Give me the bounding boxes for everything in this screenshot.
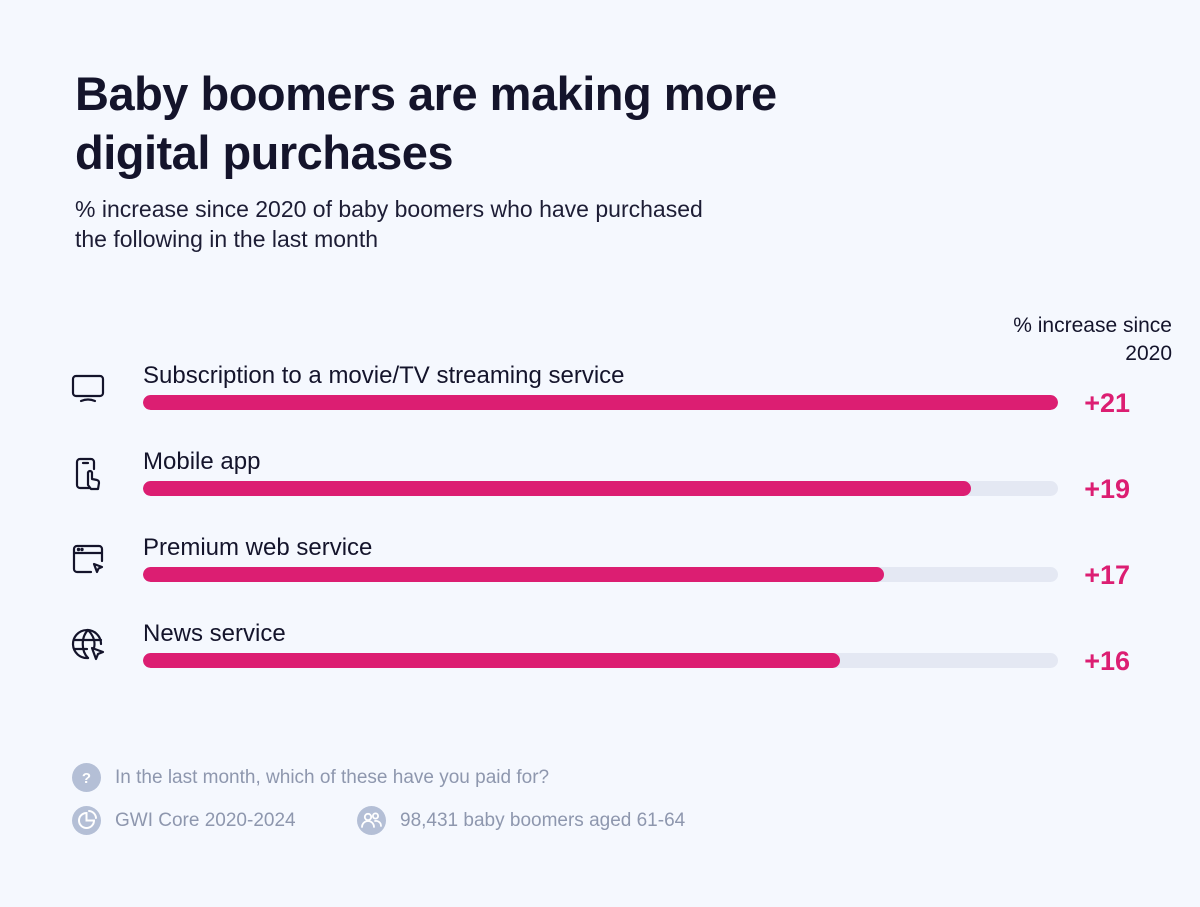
bar-fill [143,653,841,668]
globe-cursor-icon [70,627,106,663]
bar-fill [143,567,884,582]
bar-fill [143,481,971,496]
bar-row-streaming: Subscription to a movie/TV streaming ser… [0,362,1200,432]
bar-row-premium-web: Premium web service +17 [0,534,1200,604]
people-icon [357,806,386,835]
bar-value-label: +21 [1084,388,1130,418]
bar-track [143,653,1058,668]
footer-question-text: In the last month, which of these have y… [115,767,550,788]
mobile-touch-icon [70,455,106,491]
bar-value-label: +17 [1084,560,1130,590]
question-icon: ? [72,763,101,792]
bar-label: Subscription to a movie/TV streaming ser… [143,362,625,389]
chart-subtitle: % increase since 2020 of baby boomers wh… [75,196,703,252]
value-column-header: % increase since 2020 [1013,314,1172,365]
browser-cursor-icon [70,541,106,577]
bar-fill [143,395,1058,410]
bar-label: Premium web service [143,534,373,561]
bar-row-news: News service +16 [0,620,1200,690]
bar-value-label: +19 [1084,474,1130,504]
bar-value-label: +16 [1084,646,1130,676]
bar-track [143,481,1058,496]
svg-text:?: ? [82,770,91,787]
bar-track [143,567,1058,582]
bar-label: News service [143,620,286,647]
bar-track [143,395,1058,410]
footer-source-text: GWI Core 2020-2024 [115,810,296,831]
bar-row-mobile-app: Mobile app +19 [0,448,1200,518]
chart-title: Baby boomers are making more digital pur… [75,67,777,179]
bar-label: Mobile app [143,448,261,475]
footer-sample-text: 98,431 baby boomers aged 61-64 [400,810,686,831]
tv-icon [70,369,106,405]
source-chart-icon [72,806,101,835]
